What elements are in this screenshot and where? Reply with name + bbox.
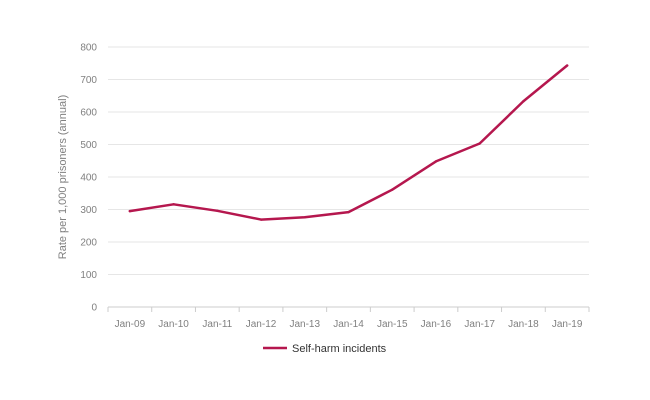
x-tick-label-jan-17: Jan-17 xyxy=(464,319,495,330)
y-axis-ticks: 0 100 200 300 400 500 600 700 800 xyxy=(80,43,97,314)
x-tick-label-jan-11: Jan-11 xyxy=(202,319,232,330)
data-point-jan-11[interactable] xyxy=(216,209,219,212)
y-tick-label-200: 200 xyxy=(80,238,97,249)
x-tick-label-jan-18: Jan-18 xyxy=(508,319,539,330)
y-tick-label-500: 500 xyxy=(80,140,97,151)
x-tick-label-jan-13: Jan-13 xyxy=(289,319,320,330)
legend[interactable]: Self-harm incidents xyxy=(263,343,387,355)
x-tick-label-jan-14: Jan-14 xyxy=(333,319,364,330)
data-point-jan-16[interactable] xyxy=(434,160,438,163)
y-axis-title: Rate per 1,000 prisoners (annual) xyxy=(57,95,69,259)
y-tick-label-700: 700 xyxy=(80,75,97,86)
data-point-jan-13[interactable] xyxy=(303,216,306,219)
y-tick-label-400: 400 xyxy=(80,173,97,184)
x-tick-label-jan-16: Jan-16 xyxy=(421,319,452,330)
series-lines xyxy=(128,64,569,221)
y-tick-label-800: 800 xyxy=(80,43,97,54)
y-tick-label-600: 600 xyxy=(80,108,97,119)
x-axis-ticks: Jan-09 Jan-10 Jan-11 Jan-12 Jan-13 Jan-14 Jan-… xyxy=(107,307,590,330)
x-tick-label-jan-10: Jan-10 xyxy=(158,319,189,330)
y-tick-label-0: 0 xyxy=(91,303,97,314)
data-point-jan-15[interactable] xyxy=(391,188,394,191)
data-point-jan-14[interactable] xyxy=(347,210,350,214)
gridlines xyxy=(108,46,589,275)
y-tick-label-100: 100 xyxy=(80,270,97,281)
data-point-jan-17[interactable] xyxy=(478,142,481,145)
data-point-jan-10[interactable] xyxy=(172,203,175,206)
x-tick-label-jan-12: Jan-12 xyxy=(246,319,277,330)
data-point-jan-12[interactable] xyxy=(259,218,263,221)
legend-label-self-harm-incidents: Self-harm incidents xyxy=(292,343,387,355)
x-tick-label-jan-19: Jan-19 xyxy=(552,319,583,330)
data-point-jan-18[interactable] xyxy=(522,100,525,103)
series-line-self-harm-incidents[interactable] xyxy=(128,64,569,221)
data-point-jan-09[interactable] xyxy=(128,209,132,213)
y-tick-label-300: 300 xyxy=(80,205,97,216)
x-tick-label-jan-15: Jan-15 xyxy=(377,319,408,330)
data-point-jan-19[interactable] xyxy=(565,64,569,67)
x-tick-label-jan-09: Jan-09 xyxy=(115,319,146,330)
